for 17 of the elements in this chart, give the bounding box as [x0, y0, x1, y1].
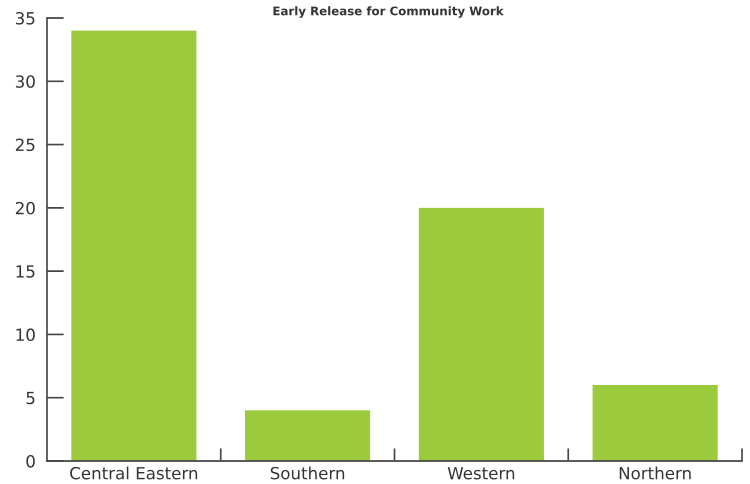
y-tick-label: 30 [16, 75, 35, 88]
y-tick-label: 35 [16, 12, 34, 25]
bar [71, 30, 196, 461]
y-tick-label: 20 [16, 202, 35, 214]
y-tick-label: 15 [16, 265, 34, 278]
chart-title: Early Release for Community Work [273, 6, 504, 18]
x-tick-label: Western [448, 467, 514, 480]
y-tick-label: 5 [26, 392, 34, 404]
y-tick-label: 25 [16, 138, 34, 152]
x-tick-label: Northern [620, 466, 691, 480]
bar [245, 410, 370, 461]
x-tick-label: Southern [270, 466, 344, 480]
x-tick-label: Central Eastern [70, 466, 198, 480]
y-tick-label: 0 [26, 454, 35, 468]
bar [592, 385, 718, 461]
bar [418, 208, 544, 461]
y-tick-label: 10 [16, 328, 35, 341]
